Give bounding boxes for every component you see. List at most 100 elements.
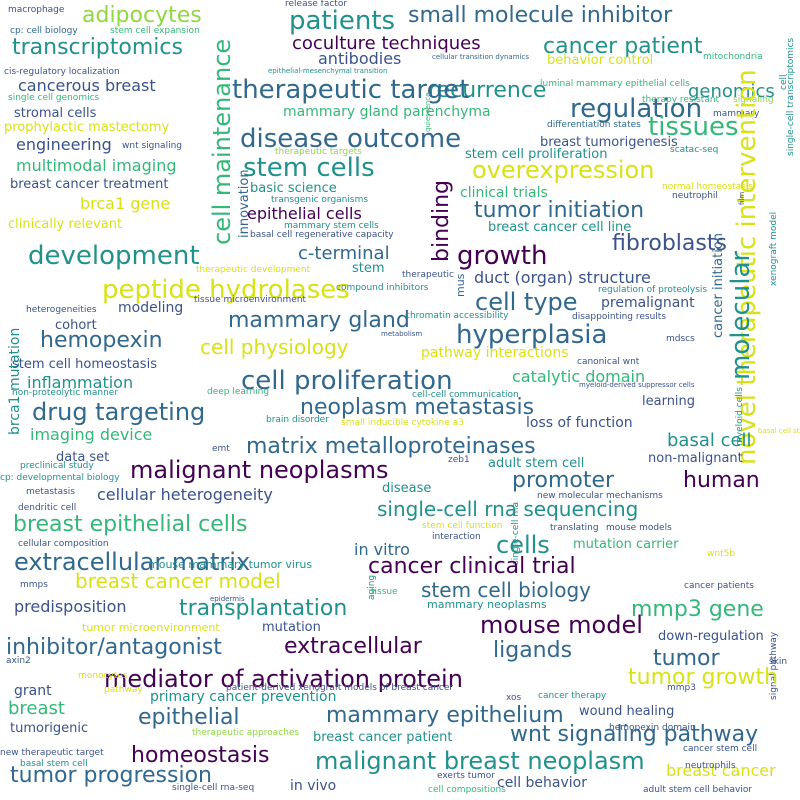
cloud-word: breast cancer treatment (10, 177, 169, 192)
cloud-word: adult stem cell (488, 456, 585, 471)
cloud-word: exerts tumor (437, 771, 495, 781)
cloud-word: dendritic cell (18, 503, 77, 513)
cloud-word: premalignant (601, 295, 695, 311)
cloud-word: mammary epithelium (326, 703, 564, 728)
cloud-word: cancer stem cell (683, 744, 758, 754)
cloud-word: learning (642, 394, 696, 409)
cloud-word: chromatin accessibility (405, 311, 509, 321)
cloud-word: cell maintenance (208, 38, 236, 245)
cloud-word: prophylactic mastectomy (4, 120, 170, 135)
cloud-word: recurrence (428, 78, 547, 103)
cloud-word: mdscs (666, 334, 695, 344)
cloud-word: mammary (713, 109, 760, 119)
cloud-word: mouse model (480, 611, 643, 639)
cloud-word: multimodal imaging (16, 156, 177, 175)
cloud-word: tumor (653, 646, 720, 671)
cloud-word: breast epithelial cells (13, 512, 248, 537)
cloud-word: therapeutic approaches (192, 728, 300, 738)
cloud-word: mmp3 (667, 683, 696, 693)
cloud-word: cancer clinical trial (368, 554, 576, 579)
cloud-word: heterogeneities (26, 305, 97, 315)
cloud-word: behavior control (547, 53, 654, 68)
cloud-word: wound healing (579, 704, 675, 719)
cloud-word: xos (506, 693, 522, 703)
cloud-word: hemopexin (40, 328, 163, 353)
cloud-word: neutrophil (672, 191, 718, 201)
cloud-word: deep learning (207, 387, 270, 397)
cloud-word: macrophage (8, 5, 65, 15)
cloud-word: cancer patient (543, 34, 703, 59)
cloud-word: cell type (475, 288, 578, 316)
cloud-word: fibroblasts (612, 231, 727, 256)
cloud-word: epithelial (138, 705, 240, 730)
cloud-word: single cell genomics (8, 93, 100, 103)
cloud-word: brca1 gene (80, 194, 171, 213)
cloud-word: brca1 mutation (7, 327, 23, 435)
cloud-word: in vivo (290, 778, 337, 794)
cloud-word: cancer initiation (711, 232, 726, 338)
cloud-word: loss of function (526, 415, 633, 431)
cloud-word: single-cell rna-seq (172, 783, 255, 793)
cloud-word: cancer patients (684, 581, 754, 591)
cloud-word: zeb1 (448, 455, 470, 465)
cloud-word: canonical wnt (577, 357, 640, 367)
cloud-word: extracellular (284, 634, 422, 659)
cloud-word: mammary stem cells (284, 221, 379, 231)
cloud-word: wnt signaling (122, 141, 182, 151)
cloud-word: modeling (118, 300, 184, 316)
cloud-word: breast tumorigenesis (540, 135, 678, 150)
cloud-word: small molecule inhibitor (408, 3, 673, 28)
cloud-word: neutrophils (685, 761, 736, 771)
cloud-word: cp: cell biology (10, 26, 78, 36)
cloud-word: translating (550, 523, 599, 533)
cloud-word: development (28, 241, 200, 271)
cloud-word: epithelial-mesenchymal transition (268, 67, 388, 75)
cloud-word: therapy resistant (642, 95, 720, 105)
cloud-word: growth (457, 241, 548, 271)
cloud-word: cp: developmental biology (0, 473, 120, 483)
cloud-word: interaction (432, 532, 481, 542)
cloud-word: molecular (726, 250, 756, 380)
cloud-word: signaling (733, 95, 774, 105)
cloud-word: hyperplasia (456, 320, 608, 350)
cloud-word: homeostasis (131, 743, 270, 768)
cloud-word: stem cells (243, 153, 375, 183)
cloud-word: therapeutic (402, 270, 454, 280)
cloud-word: drug targeting (32, 398, 206, 426)
cloud-word: binding (429, 179, 454, 262)
cloud-word: cellular composition (18, 539, 109, 549)
cloud-word: cancer therapy (538, 691, 607, 701)
cloud-word: disease outcome (240, 124, 462, 154)
cloud-word: luminal mammary epithelial cells (540, 79, 690, 89)
cloud-word: basic science (250, 181, 337, 196)
cloud-word: cell proliferation (241, 366, 453, 396)
cloud-word: tissue microenvironment (194, 295, 307, 305)
cloud-word: predisposition (14, 597, 127, 616)
cloud-word: mouse mammary tumor virus (148, 558, 313, 571)
cloud-word: mitochondria (703, 52, 763, 62)
cloud-word: patient-derived xenograft models of brea… (226, 683, 454, 693)
cloud-word: release factor (285, 0, 348, 9)
cloud-word: therapeutic target (232, 75, 470, 105)
cloud-word: regulation of proteolysis (598, 285, 708, 295)
cloud-word: genomics (688, 81, 775, 102)
cloud-word: breast cancer (666, 761, 776, 780)
cloud-word: non-malignant (648, 451, 743, 466)
cloud-word: skin (769, 657, 788, 667)
cloud-word: wnt5b (707, 549, 736, 559)
cloud-word: stem cell biology (421, 578, 591, 602)
cloud-word: mammary neoplasms (427, 598, 547, 611)
cloud-word: cancerous breast (18, 76, 156, 95)
cloud-word: disappointing results (572, 312, 667, 322)
cloud-word: cellular transition dynamics (432, 53, 529, 61)
cloud-word: stem cell function (422, 521, 503, 531)
cloud-word: coculture techniques (292, 33, 481, 54)
cloud-word: catalytic domain (512, 367, 646, 386)
cloud-word: cell behavior (497, 775, 587, 791)
cloud-word: adult stem cell behavior (643, 785, 753, 795)
cloud-word: tumorigenic (10, 721, 89, 736)
cloud-word: cis-regulatory localization (4, 67, 120, 77)
cloud-word: wnt signaling pathway (510, 722, 759, 747)
cloud-word: down-regulation (658, 629, 764, 644)
